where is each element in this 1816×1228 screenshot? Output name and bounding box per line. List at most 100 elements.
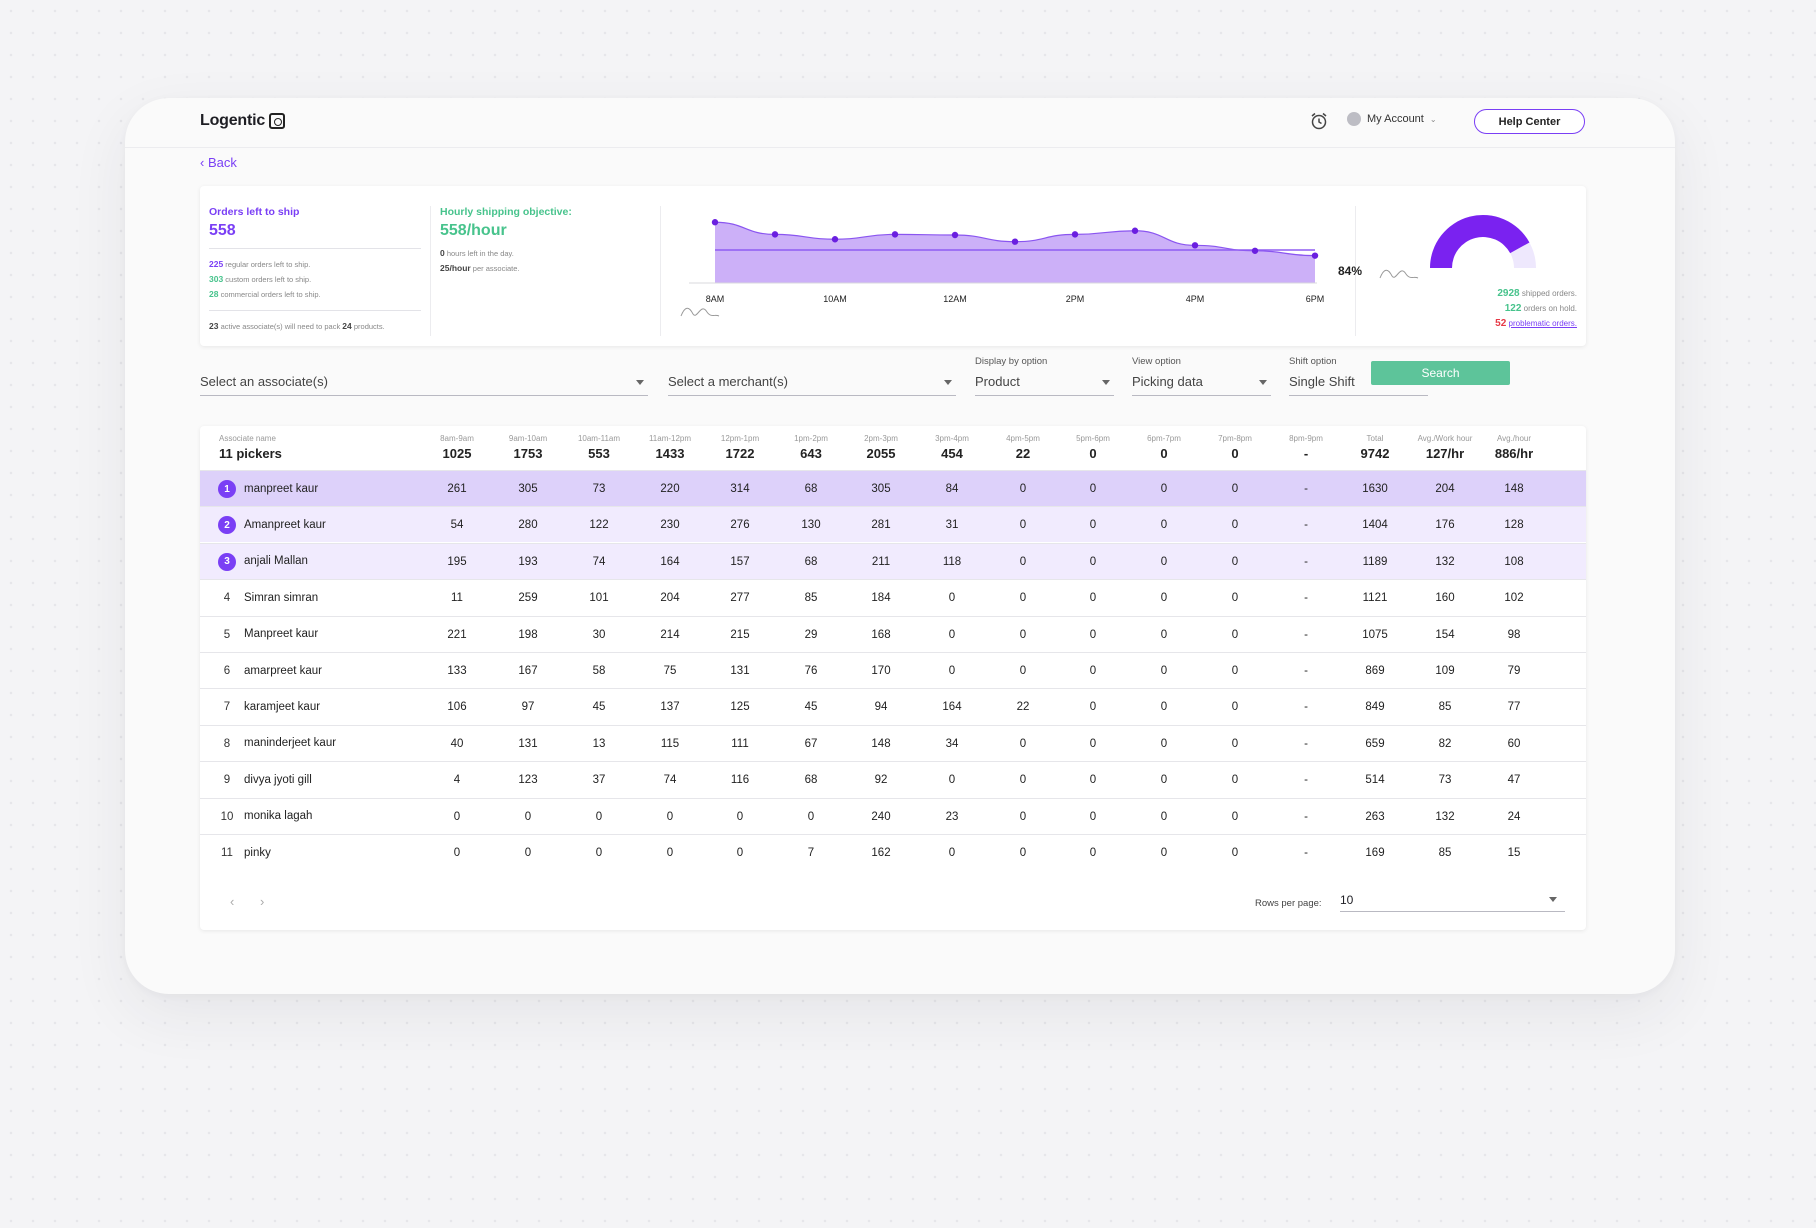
table-cell: 13 bbox=[592, 737, 606, 750]
on-hold-line: 122 orders on hold. bbox=[1504, 303, 1577, 314]
table-cell: 280 bbox=[518, 519, 538, 532]
table-cell: 215 bbox=[730, 628, 750, 641]
table-header: Associate name 11 pickers 8am-9am 1025 9am… bbox=[200, 426, 1586, 470]
table-row[interactable]: 5 Manpreet kaur 221 198 30 214 215 29 168 0 0 0 0 0 - 1… bbox=[200, 615, 1586, 652]
table-cell: 276 bbox=[730, 519, 750, 532]
table-cell: 0 bbox=[1231, 592, 1239, 605]
column-header: Total 9742 bbox=[1360, 434, 1390, 461]
table-cell: 659 bbox=[1365, 737, 1385, 750]
display-option-select[interactable]: Display by option Product bbox=[975, 356, 1114, 396]
table-cell: - bbox=[1304, 810, 1308, 823]
table-row[interactable]: 4 Simran simran 11 259 101 204 277 85 184 0 0 0 0 0 - 1… bbox=[200, 579, 1586, 615]
table-cell: 30 bbox=[592, 628, 606, 641]
associate-select[interactable]: Select an associate(s) bbox=[200, 370, 648, 396]
table-cell: 0 bbox=[948, 628, 956, 641]
table-cell: 0 bbox=[736, 847, 744, 859]
table-cell: 0 bbox=[1160, 847, 1168, 859]
table-cell: 0 bbox=[1019, 737, 1027, 750]
caret-down-icon bbox=[1102, 380, 1110, 385]
table-cell: 0 bbox=[1231, 483, 1239, 495]
table-cell: 0 bbox=[1019, 483, 1027, 495]
table-cell: 0 bbox=[1160, 737, 1168, 750]
table-cell: 0 bbox=[1019, 847, 1027, 859]
rows-per-page-label: Rows per page: bbox=[1255, 898, 1322, 909]
table-cell: 68 bbox=[804, 555, 818, 568]
table-cell: 160 bbox=[1435, 592, 1455, 605]
pickers-table: Associate name 11 pickers 8am-9am 1025 9am… bbox=[200, 426, 1586, 930]
table-cell: 869 bbox=[1365, 665, 1385, 677]
merchant-select[interactable]: Select a merchant(s) bbox=[668, 370, 956, 396]
table-cell: 97 bbox=[521, 701, 535, 714]
prev-page-button[interactable]: ‹ bbox=[230, 894, 235, 909]
fulfillment-gauge bbox=[1379, 214, 1536, 279]
table-cell: 0 bbox=[524, 810, 532, 823]
data-point bbox=[1131, 227, 1139, 234]
rank-badge: 3 bbox=[218, 552, 236, 571]
rows-per-page-select[interactable]: 10 bbox=[1340, 888, 1565, 912]
view-option-select[interactable]: View option Picking data bbox=[1132, 356, 1271, 396]
table-row[interactable]: 9 divya jyoti gill 4 123 37 74 116 68 92 0 0 0 0 0 - 51… bbox=[200, 761, 1586, 797]
shift-option-value: Single Shift bbox=[1289, 374, 1355, 389]
associate-name: monika lagah bbox=[244, 810, 313, 823]
table-cell: 0 bbox=[1231, 847, 1239, 859]
account-menu[interactable]: My Account ⌄ bbox=[1347, 112, 1437, 126]
chevron-down-icon: ⌄ bbox=[1429, 114, 1437, 124]
table-row[interactable]: 11 pinky 0 0 0 0 0 7 162 0 0 0 0 0 - 169 85 15 bbox=[200, 834, 1586, 870]
table-cell: 220 bbox=[660, 483, 680, 495]
table-row[interactable]: 6 amarpreet kaur 133 167 58 75 131 76 170 0 0 0 0 0 - 8… bbox=[200, 652, 1586, 688]
table-cell: 54 bbox=[450, 519, 464, 532]
back-link[interactable]: ‹ Back bbox=[200, 155, 237, 170]
associate-name: divya jyoti gill bbox=[244, 773, 312, 786]
orders-left-panel: Orders left to ship 558 225 regular orde… bbox=[209, 206, 421, 334]
table-row[interactable]: 10 monika lagah 0 0 0 0 0 0 240 23 0 0 0 0 - 263 132 24 bbox=[200, 797, 1586, 834]
help-center-button[interactable]: Help Center bbox=[1474, 109, 1585, 134]
table-cell: 15 bbox=[1507, 847, 1521, 859]
data-point bbox=[891, 231, 899, 238]
table-cell: - bbox=[1304, 701, 1308, 714]
table-cell: 85 bbox=[1438, 701, 1452, 714]
table-cell: 0 bbox=[1089, 737, 1097, 750]
merchant-select-text: Select a merchant(s) bbox=[668, 374, 788, 389]
table-row[interactable]: 7 karamjeet kaur 106 97 45 137 125 45 94 164 22 0 0 0… bbox=[200, 688, 1586, 724]
rank-badge: 8 bbox=[223, 737, 231, 750]
column-header: 2pm-3pm 2055 bbox=[864, 434, 898, 461]
table-cell: 211 bbox=[871, 555, 891, 568]
table-cell: 168 bbox=[871, 628, 891, 641]
table-cell: 130 bbox=[801, 519, 821, 532]
table-row[interactable]: 8 maninderjeet kaur 40 131 13 115 111 67 148 34 0 0… bbox=[200, 724, 1586, 761]
table-cell: 193 bbox=[518, 555, 538, 568]
table-row[interactable]: 3 anjali Mallan 195 193 74 164 157 68 211 118 0 0 0 0… bbox=[200, 542, 1586, 579]
pagination: ‹ › Rows per page: 10 bbox=[200, 886, 1586, 926]
table-cell: 122 bbox=[589, 519, 609, 532]
x-tick-label: 2PM bbox=[1066, 294, 1085, 304]
view-option-value: Picking data bbox=[1132, 374, 1203, 389]
table-cell: - bbox=[1304, 665, 1308, 677]
table-row[interactable]: 1 manpreet kaur 261 305 73 220 314 68 305 84 0 0 0 0 -… bbox=[200, 470, 1586, 506]
table-cell: 198 bbox=[518, 628, 538, 641]
table-cell: 47 bbox=[1507, 774, 1521, 787]
data-point bbox=[1251, 247, 1259, 254]
alarm-clock-icon[interactable] bbox=[1310, 112, 1328, 130]
table-cell: - bbox=[1304, 519, 1308, 532]
table-cell: 128 bbox=[1504, 519, 1524, 532]
data-point bbox=[1311, 252, 1319, 259]
display-option-value: Product bbox=[975, 374, 1020, 389]
table-cell: 1075 bbox=[1362, 628, 1388, 641]
rank-badge: 9 bbox=[223, 774, 231, 787]
table-cell: 132 bbox=[1435, 810, 1455, 823]
next-page-button[interactable]: › bbox=[260, 894, 265, 909]
problematic-line[interactable]: 52 problematic orders. bbox=[1495, 318, 1577, 329]
gauge-fill bbox=[1430, 214, 1530, 268]
custom-orders-line: 303 custom orders left to ship. bbox=[209, 274, 312, 284]
problematic-orders-link[interactable]: problematic orders. bbox=[1508, 319, 1577, 328]
column-header: 9am-10am 1753 bbox=[508, 434, 548, 461]
table-cell: 195 bbox=[447, 555, 467, 568]
orders-left-value: 558 bbox=[209, 222, 236, 239]
table-cell: - bbox=[1304, 555, 1308, 568]
search-button[interactable]: Search bbox=[1371, 361, 1510, 385]
logo[interactable]: Logentic bbox=[200, 112, 286, 130]
table-row[interactable]: 2 Amanpreet kaur 54 280 122 230 276 130 281 31 0 0 0… bbox=[200, 506, 1586, 543]
table-cell: 131 bbox=[730, 665, 750, 677]
table-cell: 123 bbox=[518, 774, 538, 787]
column-header: 10am-11am 553 bbox=[577, 434, 621, 461]
